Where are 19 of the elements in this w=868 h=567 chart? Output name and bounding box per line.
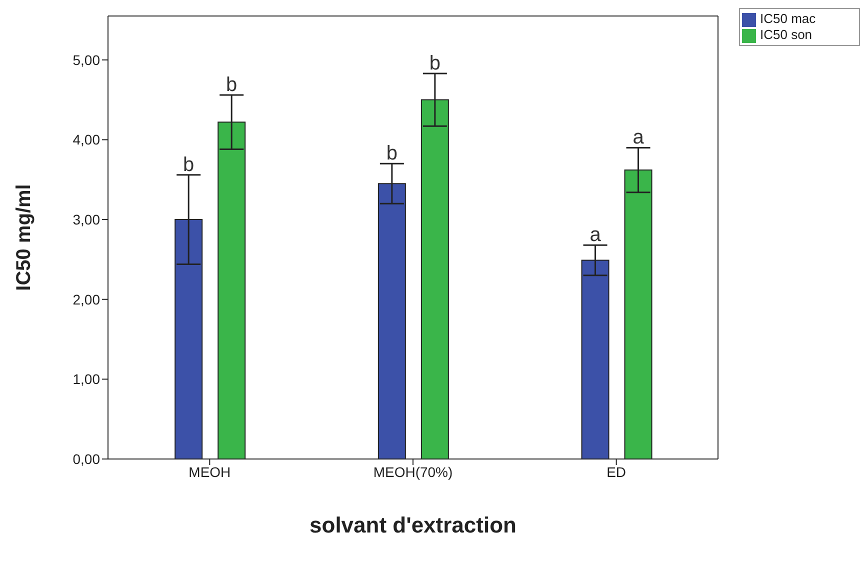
- legend-label: IC50 son: [760, 27, 812, 42]
- y-axis-title: IC50 mg/ml: [13, 184, 36, 291]
- x-tick-label: MEOH: [188, 464, 231, 480]
- y-tick-label: 5,00: [72, 52, 100, 68]
- annotation: b: [183, 154, 194, 176]
- annotation: a: [590, 224, 602, 246]
- annotation: b: [226, 74, 238, 96]
- annotation: b: [429, 52, 440, 74]
- x-tick-label: MEOH(70%): [373, 464, 453, 480]
- legend-label: IC50 mac: [760, 11, 816, 26]
- y-tick-label: 1,00: [72, 371, 100, 388]
- y-tick-label: 0,00: [72, 450, 100, 467]
- y-tick-label: 3,00: [72, 212, 100, 228]
- annotation: a: [632, 126, 645, 149]
- x-tick-label: ED: [606, 464, 626, 480]
- y-tick-label: 2,00: [72, 291, 100, 308]
- x-axis-title: solvant d'extraction: [310, 512, 516, 538]
- y-tick-label: 4,00: [72, 132, 100, 148]
- annotation: b: [386, 142, 398, 165]
